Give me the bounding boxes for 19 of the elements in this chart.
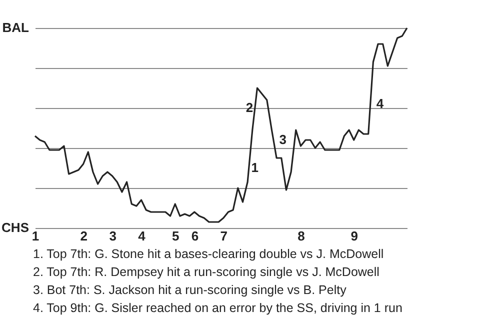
annotation: 1 (251, 160, 258, 175)
x-tick-label: 5 (172, 228, 180, 244)
x-tick-label: 9 (350, 228, 358, 244)
x-tick-label: 2 (80, 228, 88, 244)
text: 4. Top 9th: G. Sisler reached on an error by the SS, driving in 1 run (33, 300, 404, 317)
text: 3. Bot 7th: S. Jackson hit a run-scoring single vs B. Pelty (33, 282, 348, 299)
annotation: 4 (376, 96, 384, 111)
x-tick-label: 1 (32, 228, 40, 244)
text: 2. Top 7th: R. Dempsey hit a run-scoring single vs J. McDowell (33, 264, 380, 281)
annotation: 2 (246, 100, 254, 115)
annotation: 3 (279, 132, 286, 147)
x-tick-label: 7 (220, 228, 228, 244)
text: 1. Top 7th: G. Stone hit a bases-clearing double vs J. McDowell (33, 246, 385, 263)
x-tick-label: 8 (298, 228, 305, 244)
x-tick-label: 4 (138, 228, 146, 244)
x-tick-label: 3 (109, 228, 116, 244)
x-tick-label: 6 (191, 228, 199, 244)
text: CHS (2, 220, 30, 235)
text: BAL (2, 20, 30, 35)
